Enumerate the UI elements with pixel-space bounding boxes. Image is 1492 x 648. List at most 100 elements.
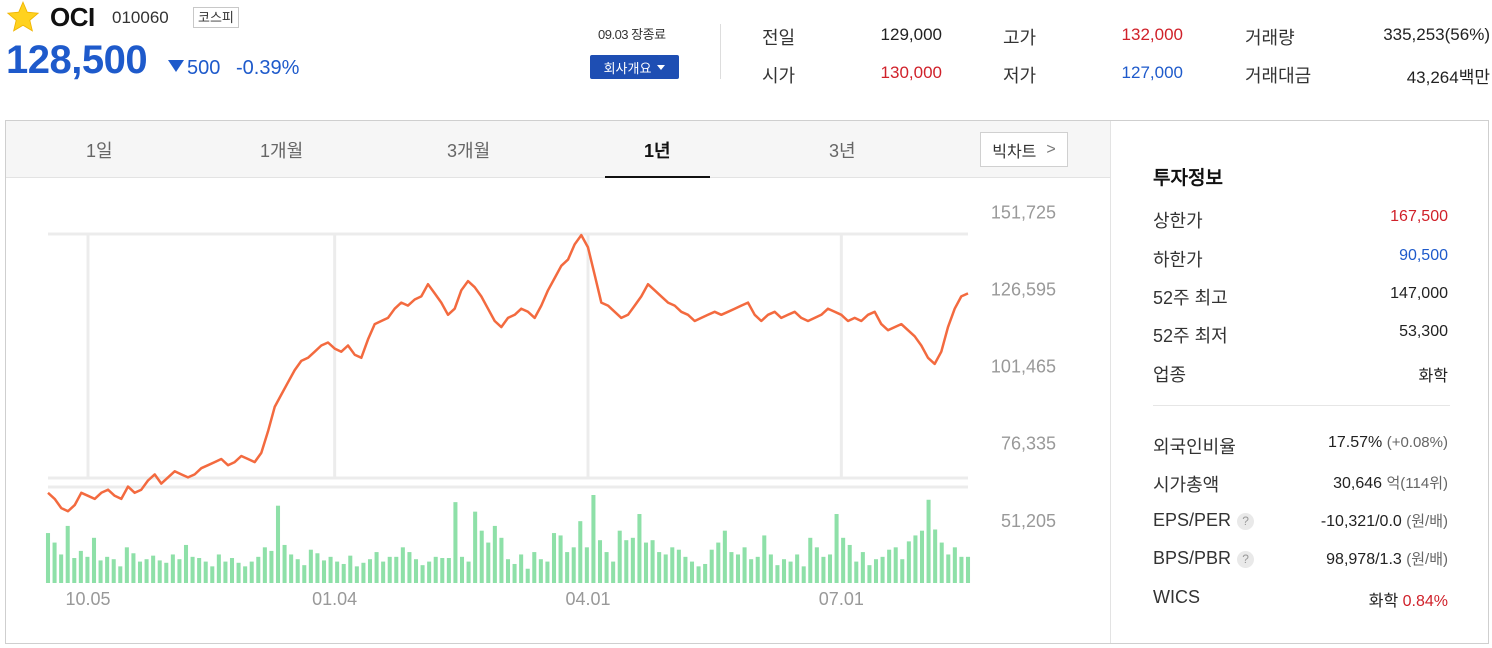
change-rate: -0.39% bbox=[236, 57, 300, 79]
volume-bar bbox=[775, 565, 780, 583]
volume-bar bbox=[78, 550, 83, 583]
tab-3month[interactable]: 3개월 bbox=[447, 141, 491, 161]
info-row-label: 업종 bbox=[1153, 365, 1187, 385]
volume-bar bbox=[762, 535, 767, 583]
volume-bar bbox=[131, 553, 136, 583]
period-tabbar bbox=[6, 121, 1110, 178]
volume-bar bbox=[571, 547, 576, 583]
volume-bar bbox=[381, 561, 386, 583]
volume-bar bbox=[755, 556, 760, 583]
price-change: 500 bbox=[187, 57, 221, 79]
foreign-ratio-number: 17.57% bbox=[1327, 434, 1383, 451]
volume-bar bbox=[295, 559, 300, 583]
volume-bar bbox=[913, 535, 918, 583]
volume-bar bbox=[887, 549, 892, 583]
volume-bar bbox=[965, 556, 971, 583]
info-row-label: 하한가 bbox=[1153, 250, 1203, 270]
volume-bar bbox=[808, 537, 813, 583]
tab-3year[interactable]: 3년 bbox=[829, 141, 856, 161]
bps-pbr-unit: (원/배) bbox=[1406, 551, 1448, 568]
volume-bar bbox=[505, 559, 511, 583]
volume-bar bbox=[243, 566, 248, 583]
volume-bar bbox=[492, 525, 497, 583]
info-divider bbox=[1153, 405, 1450, 406]
low-label: 저가 bbox=[1003, 66, 1037, 86]
volume-bar bbox=[433, 556, 438, 583]
volume-bar bbox=[584, 547, 589, 583]
wics-label: WICS bbox=[1153, 587, 1200, 607]
volume-bar bbox=[236, 562, 241, 583]
market-cap-unit: 억 bbox=[1386, 475, 1401, 492]
info-title: 투자정보 bbox=[1153, 168, 1223, 189]
volume-bar bbox=[735, 554, 741, 583]
volume-bar bbox=[65, 525, 70, 583]
volume-bar bbox=[124, 547, 129, 583]
volume-bar bbox=[591, 495, 596, 583]
volume-bar bbox=[604, 552, 609, 583]
foreign-ratio-change: (+0.08%) bbox=[1386, 434, 1448, 451]
down-arrow-icon bbox=[168, 60, 184, 72]
volume-bar bbox=[229, 558, 235, 583]
volume-bar bbox=[486, 542, 491, 583]
trade-amount-value: 43,264백만 bbox=[1406, 68, 1490, 87]
volume-bar bbox=[170, 554, 175, 583]
eps-per-value: -10,321/0.0 (원/배) bbox=[1321, 510, 1448, 531]
market-cap-label: 시가총액 bbox=[1153, 475, 1220, 495]
volume-bar bbox=[657, 552, 662, 583]
volume-bar bbox=[315, 553, 320, 583]
volume-bar bbox=[709, 549, 714, 583]
bps-pbr-value: 98,978/1.3 (원/배) bbox=[1326, 548, 1448, 569]
wics-value: 화학 0.84% bbox=[1369, 587, 1448, 611]
info-row-label: 52주 최저 bbox=[1153, 326, 1228, 346]
volume-bar bbox=[446, 558, 451, 583]
prev-close-label: 전일 bbox=[762, 28, 796, 48]
volume-bar bbox=[512, 563, 517, 583]
bigchart-button[interactable]: 빅차트 > bbox=[980, 132, 1068, 167]
volume-bar bbox=[788, 561, 793, 583]
volume-bar bbox=[499, 537, 504, 583]
volume-bar bbox=[946, 554, 951, 583]
volume-bar bbox=[827, 554, 833, 583]
header-divider bbox=[720, 24, 721, 79]
volume-bar bbox=[624, 540, 629, 583]
volume-bar bbox=[801, 566, 806, 583]
market-status: 09.03 장종료 bbox=[598, 27, 666, 42]
low-value: 127,000 bbox=[1121, 63, 1183, 82]
tab-1day[interactable]: 1일 bbox=[86, 141, 113, 161]
volume-bar bbox=[275, 505, 281, 583]
volume-bar bbox=[177, 559, 182, 583]
price-chart[interactable]: 10.05 01.04 04.01 07.01 151,725 126,595 101,46… bbox=[0, 0, 1110, 648]
star-icon[interactable] bbox=[6, 0, 40, 34]
tab-1month[interactable]: 1개월 bbox=[260, 141, 304, 161]
help-icon[interactable]: ? bbox=[1237, 550, 1255, 568]
panel-divider bbox=[1110, 121, 1111, 643]
wics-change: 0.84% bbox=[1402, 593, 1448, 610]
volume-bar bbox=[183, 544, 189, 583]
info-row-value: 53,300 bbox=[1399, 323, 1448, 340]
volume-bar bbox=[289, 554, 294, 583]
current-price: 128,500 bbox=[6, 38, 148, 82]
tab-1year[interactable]: 1년 bbox=[644, 141, 671, 161]
volume-bar bbox=[52, 542, 57, 583]
volume-bar bbox=[768, 554, 773, 583]
volume-bar bbox=[519, 554, 524, 583]
volume-bar bbox=[742, 547, 747, 583]
volume-bar bbox=[670, 547, 675, 583]
volume-bar bbox=[617, 530, 622, 583]
company-overview-button[interactable]: 회사개요 bbox=[590, 55, 679, 79]
volume-bar bbox=[716, 542, 721, 583]
volume-bar bbox=[361, 562, 366, 583]
volume-bar bbox=[611, 561, 616, 583]
volume-bar bbox=[473, 511, 478, 583]
volume-bar bbox=[91, 537, 97, 583]
volume-bar bbox=[926, 499, 931, 583]
volume-bar bbox=[98, 560, 103, 583]
volume-bar bbox=[440, 558, 445, 583]
help-icon[interactable]: ? bbox=[1237, 512, 1255, 530]
volume-bar bbox=[795, 554, 800, 583]
volume-bar bbox=[558, 535, 563, 583]
volume-bar bbox=[551, 533, 557, 583]
volume-bar bbox=[821, 556, 826, 583]
info-row-value: 147,000 bbox=[1390, 285, 1448, 302]
volume-bar bbox=[867, 565, 872, 583]
